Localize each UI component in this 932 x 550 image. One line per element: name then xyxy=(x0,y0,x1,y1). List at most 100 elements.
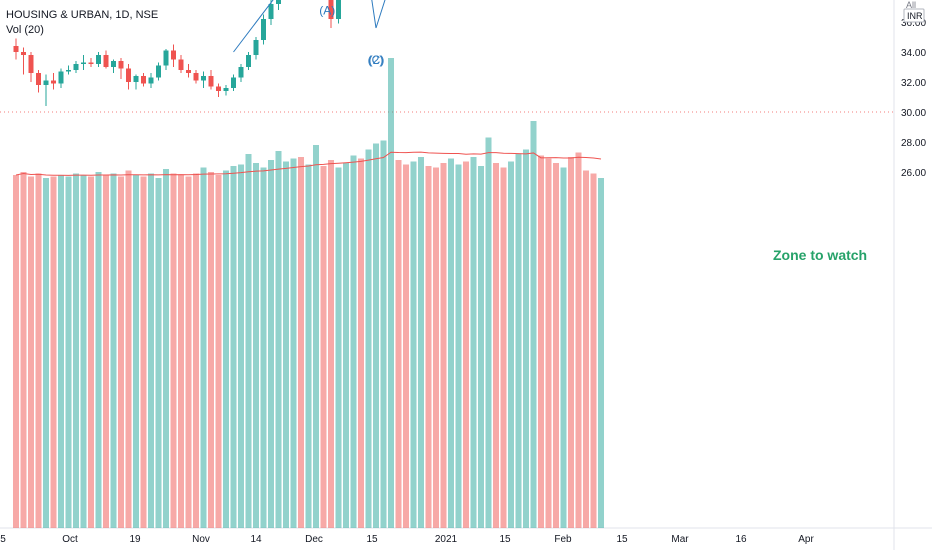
volume-ma-line xyxy=(15,151,602,176)
candle-body xyxy=(268,4,274,19)
y-tick-label: 36.00 xyxy=(901,18,926,29)
volume-bar xyxy=(388,58,394,528)
x-tick-label: Nov xyxy=(192,534,210,545)
currency-label: INR xyxy=(907,11,923,21)
chart-title: HOUSING & URBAN, 1D, NSE xyxy=(6,9,158,21)
candle-body xyxy=(81,62,86,64)
candle-body xyxy=(261,19,266,40)
volume-bar xyxy=(268,160,274,528)
candle-body xyxy=(216,86,221,91)
volume-bar xyxy=(215,175,222,528)
volume-bar xyxy=(253,163,259,528)
x-tick-label: 14 xyxy=(250,534,262,545)
volume-bar xyxy=(163,169,169,528)
x-tick-label: 15 xyxy=(366,534,378,545)
candle-body xyxy=(96,55,101,64)
x-tick-label: Oct xyxy=(62,534,78,545)
candle-body xyxy=(133,76,139,82)
x-tick-label: Mar xyxy=(671,534,689,545)
candle-body xyxy=(171,50,176,60)
volume-bar xyxy=(35,173,42,528)
volume-bar xyxy=(598,178,604,528)
volume-bar xyxy=(478,166,484,528)
candle-body xyxy=(163,50,169,66)
candle-body xyxy=(193,73,199,81)
volume-bar xyxy=(313,145,319,528)
candle-body xyxy=(148,77,154,84)
volume-bar xyxy=(583,170,589,528)
volume-bar xyxy=(508,161,514,528)
zone-to-watch-label: Zone to watch xyxy=(773,247,867,263)
volume-bar xyxy=(80,175,87,528)
candle-body xyxy=(336,0,341,19)
volume-bar xyxy=(185,176,192,528)
volume-bar xyxy=(523,149,529,528)
volume-bar xyxy=(433,167,439,528)
volume-bar xyxy=(133,175,139,528)
volume-bar xyxy=(275,151,282,528)
candle-body xyxy=(111,61,116,67)
x-tick-label: 15 xyxy=(616,534,628,545)
volume-bar xyxy=(328,160,334,528)
volume-bar xyxy=(305,164,312,528)
volume-bar xyxy=(43,178,49,528)
volume-bar xyxy=(58,175,64,528)
x-tick-label: 15 xyxy=(499,534,511,545)
candle-body xyxy=(21,52,26,55)
volume-bar xyxy=(178,175,184,528)
volume-bar xyxy=(553,163,559,528)
volume-bar xyxy=(230,166,237,528)
volume-bar xyxy=(65,176,72,528)
volume-bar xyxy=(515,154,522,528)
volume-bar xyxy=(568,157,574,528)
candle-body xyxy=(156,65,161,78)
volume-bar xyxy=(13,175,19,528)
candle-body xyxy=(208,76,214,87)
volume-bar xyxy=(298,157,304,528)
y-tick-label: 30.00 xyxy=(901,108,926,119)
candle-body xyxy=(58,71,64,84)
volume-bar xyxy=(28,176,34,528)
y-tick-label: 34.00 xyxy=(901,48,926,59)
volume-bar xyxy=(125,170,132,528)
volume-bar xyxy=(343,163,349,528)
volume-bar xyxy=(200,167,207,528)
volume-bar xyxy=(538,155,544,528)
candle-body xyxy=(73,64,79,70)
candle-body xyxy=(186,70,191,73)
volume-bar xyxy=(20,172,27,528)
wave-line-2 xyxy=(375,0,386,29)
candle-body xyxy=(28,55,34,73)
volume-bar xyxy=(88,176,94,528)
candle-body xyxy=(201,76,206,81)
volume-bar xyxy=(373,143,379,528)
volume-bar xyxy=(320,166,327,528)
candle-body xyxy=(253,40,259,55)
volume-bar xyxy=(455,164,462,528)
volume-bar xyxy=(193,173,199,528)
volume-bar xyxy=(448,158,454,528)
volume-bar xyxy=(403,164,409,528)
x-tick-label: Dec xyxy=(305,534,323,545)
volume-bar xyxy=(140,176,147,528)
volume-bar xyxy=(575,152,582,528)
volume-bar xyxy=(335,167,342,528)
candle-body xyxy=(238,67,244,78)
volume-bar xyxy=(350,155,357,528)
volume-bar xyxy=(500,167,507,528)
currency-prefix: All xyxy=(906,0,916,10)
volume-bar xyxy=(380,140,387,528)
volume-bar xyxy=(463,161,469,528)
volume-bar xyxy=(260,167,267,528)
volume-bar xyxy=(245,154,252,528)
currency-box[interactable] xyxy=(903,8,925,23)
candle-body xyxy=(231,77,236,88)
candle-body xyxy=(43,80,49,85)
x-tick-label: Apr xyxy=(798,534,814,545)
wave-label: (2) xyxy=(369,53,384,67)
volume-bar xyxy=(470,157,477,528)
x-tick-label: 2021 xyxy=(435,534,458,545)
volume-bar xyxy=(283,161,289,528)
wave-label: (C) xyxy=(368,53,385,67)
y-tick-label: 26.00 xyxy=(901,168,926,179)
